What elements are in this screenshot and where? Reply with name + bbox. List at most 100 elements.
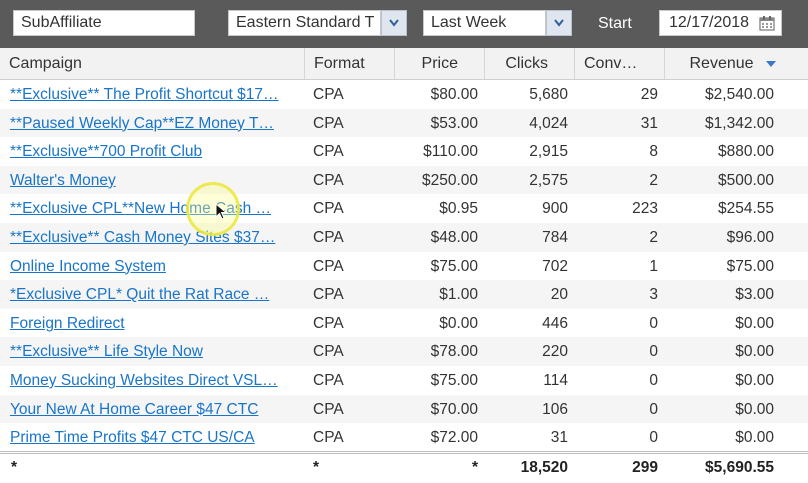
subaffiliate-field[interactable]: SubAffiliate xyxy=(13,10,195,36)
price-cell: $1.00 xyxy=(439,286,478,304)
column-header-label: Format xyxy=(314,55,365,72)
conversions-cell: 2 xyxy=(649,171,658,189)
cursor-highlight xyxy=(186,182,240,236)
totals-conversions: 299 xyxy=(632,459,658,476)
conversions-cell: 0 xyxy=(649,371,658,389)
conversions-cell: 0 xyxy=(649,343,658,361)
revenue-cell: $75.00 xyxy=(726,257,774,275)
price-cell: $0.95 xyxy=(439,200,478,218)
revenue-cell: $0.00 xyxy=(735,429,774,447)
campaign-link[interactable]: Prime Time Profits $47 CTC US/CA xyxy=(10,429,255,447)
mouse-pointer-icon xyxy=(215,203,227,220)
campaign-link[interactable]: **Exclusive** The Profit Shortcut $17… xyxy=(10,86,279,103)
column-header-price[interactable]: Price xyxy=(395,48,485,79)
format-cell: CPA xyxy=(313,257,344,275)
campaign-link[interactable]: **Exclusive**700 Profit Club xyxy=(10,143,203,161)
start-date-input[interactable]: 12/17/2018 xyxy=(659,10,782,36)
revenue-cell: $96.00 xyxy=(726,228,774,246)
price-cell: $250.00 xyxy=(421,171,478,189)
price-cell: $110.00 xyxy=(423,143,478,161)
table-row: **Exclusive** Life Style Now CPA $78.00 … xyxy=(0,337,808,366)
clicks-cell: 2,915 xyxy=(529,143,568,161)
column-header-label: Revenue xyxy=(689,55,754,72)
conversions-cell: 3 xyxy=(649,286,658,304)
format-cell: CPA xyxy=(313,286,344,304)
campaign-table-body: **Exclusive** The Profit Shortcut $17… C… xyxy=(0,80,808,452)
clicks-cell: 5,680 xyxy=(529,86,568,103)
format-cell: CPA xyxy=(313,400,344,418)
totals-row: * * * 18,520 299 $5,690.55 xyxy=(0,451,808,483)
clicks-cell: 446 xyxy=(542,314,568,332)
conversions-cell: 0 xyxy=(649,429,658,447)
campaign-link[interactable]: Foreign Redirect xyxy=(10,314,125,332)
totals-revenue: $5,690.55 xyxy=(705,459,774,476)
date-range-select[interactable]: Last Week xyxy=(423,10,546,36)
table-row: **Exclusive CPL**New Home Cash … CPA $0.… xyxy=(0,194,808,223)
conversions-cell: 0 xyxy=(649,314,658,332)
campaign-link[interactable]: **Exclusive** Cash Money Sites $37… xyxy=(10,228,276,246)
table-row: Walter's Money CPA $250.00 2,575 2 $500.… xyxy=(0,165,808,195)
start-label: Start xyxy=(598,15,632,32)
chevron-down-icon xyxy=(389,19,399,27)
column-header-clicks[interactable]: Clicks xyxy=(485,48,575,79)
clicks-cell: 31 xyxy=(550,429,568,447)
price-cell: $75.00 xyxy=(430,257,478,275)
price-cell: $75.00 xyxy=(430,371,478,389)
format-cell: CPA xyxy=(313,228,344,246)
sort-descending-icon xyxy=(766,60,776,67)
conversions-cell: 0 xyxy=(649,400,658,418)
conversions-cell: 8 xyxy=(649,143,658,161)
subaffiliate-value: SubAffiliate xyxy=(21,14,102,31)
table-header: Campaign Format Price Clicks Conv… Reven… xyxy=(0,48,808,80)
clicks-cell: 2,575 xyxy=(529,171,568,189)
column-header-label: Clicks xyxy=(505,55,548,72)
format-cell: CPA xyxy=(313,371,344,389)
format-cell: CPA xyxy=(313,343,344,361)
conversions-cell: 1 xyxy=(649,257,658,275)
table-row: **Exclusive** Cash Money Sites $37… CPA … xyxy=(0,222,808,252)
format-cell: CPA xyxy=(313,86,344,103)
conversions-cell: 223 xyxy=(632,200,658,218)
price-cell: $70.00 xyxy=(430,400,478,418)
column-header-campaign[interactable]: Campaign xyxy=(0,48,305,79)
clicks-cell: 784 xyxy=(542,228,568,246)
table-row: **Paused Weekly Cap**EZ Money T… CPA $53… xyxy=(0,108,808,138)
table-row: **Exclusive** The Profit Shortcut $17… C… xyxy=(0,80,808,109)
campaign-link[interactable]: **Exclusive CPL**New Home Cash … xyxy=(10,200,272,218)
revenue-cell: $0.00 xyxy=(735,343,774,361)
date-range-dropdown-button[interactable] xyxy=(546,10,572,36)
revenue-cell: $0.00 xyxy=(735,371,774,389)
clicks-cell: 114 xyxy=(543,371,568,389)
timezone-value: Eastern Standard T xyxy=(236,14,375,31)
timezone-dropdown-button[interactable] xyxy=(381,10,407,36)
clicks-cell: 4,024 xyxy=(529,114,568,132)
campaign-link[interactable]: **Exclusive** Life Style Now xyxy=(10,343,203,361)
date-range-value: Last Week xyxy=(431,14,507,31)
campaign-link[interactable]: Walter's Money xyxy=(10,171,116,189)
clicks-cell: 20 xyxy=(550,286,568,304)
column-header-conversions[interactable]: Conv… xyxy=(575,48,665,79)
chevron-down-icon xyxy=(554,19,564,27)
conversions-cell: 29 xyxy=(640,86,658,103)
table-row: Money Sucking Websites Direct VSL… CPA $… xyxy=(0,366,808,395)
revenue-cell: $0.00 xyxy=(735,400,774,418)
campaign-link[interactable]: **Paused Weekly Cap**EZ Money T… xyxy=(10,114,274,132)
table-row: Your New At Home Career $47 CTC CPA $70.… xyxy=(0,394,808,424)
table-row: **Exclusive**700 Profit Club CPA $110.00… xyxy=(0,137,808,166)
column-header-label: Conv… xyxy=(584,55,638,72)
campaign-link[interactable]: Online Income System xyxy=(10,257,166,275)
campaign-link[interactable]: Money Sucking Websites Direct VSL… xyxy=(10,371,278,389)
totals-format: * xyxy=(313,459,320,476)
table-row: Prime Time Profits $47 CTC US/CA CPA $72… xyxy=(0,423,808,452)
column-header-format[interactable]: Format xyxy=(305,48,395,79)
format-cell: CPA xyxy=(313,314,344,332)
campaign-link[interactable]: Your New At Home Career $47 CTC xyxy=(10,400,259,418)
filter-toolbar: SubAffiliate Eastern Standard T Last Wee… xyxy=(0,0,808,48)
calendar-icon[interactable] xyxy=(759,15,775,31)
timezone-select[interactable]: Eastern Standard T xyxy=(228,10,381,36)
column-header-revenue[interactable]: Revenue xyxy=(665,48,808,79)
price-cell: $48.00 xyxy=(430,228,478,246)
campaign-link[interactable]: *Exclusive CPL* Quit the Rat Race … xyxy=(10,286,270,304)
table-row: *Exclusive CPL* Quit the Rat Race … CPA … xyxy=(0,280,808,309)
price-cell: $78.00 xyxy=(430,343,478,361)
